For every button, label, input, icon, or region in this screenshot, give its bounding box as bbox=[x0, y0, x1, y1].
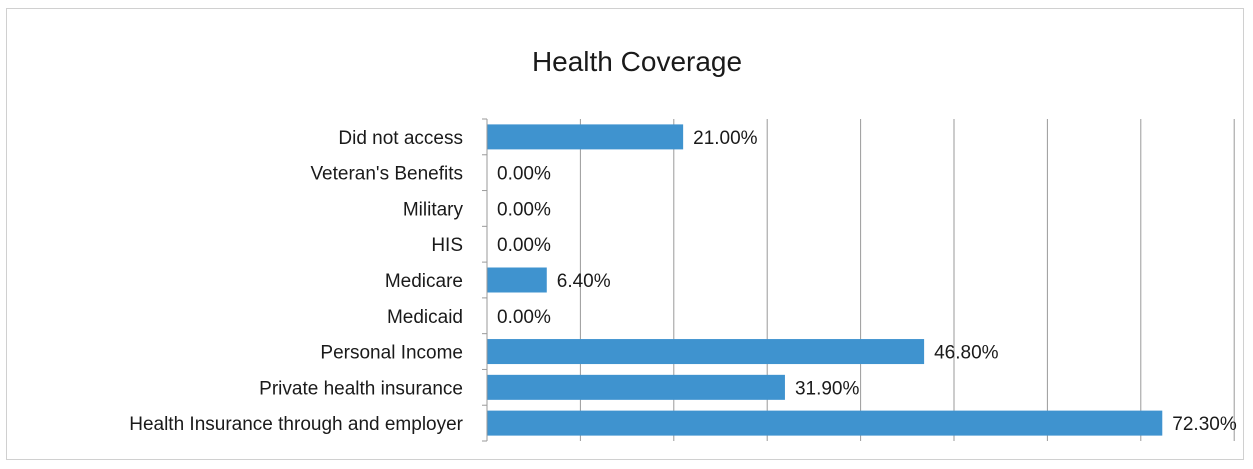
chart-frame: Health Coverage Did not access 21.00% Vete… bbox=[6, 8, 1244, 460]
category-label: Veteran's Benefits bbox=[310, 164, 463, 185]
data-label: 21.00% bbox=[693, 128, 758, 149]
bar-chart: Health Coverage Did not access 21.00% Vete… bbox=[129, 46, 1237, 442]
data-label: 0.00% bbox=[497, 235, 551, 256]
labels: Did not access 21.00% Veteran's Benefits 0.… bbox=[129, 128, 1237, 435]
data-label: 72.30% bbox=[1172, 414, 1237, 435]
bar bbox=[487, 267, 547, 293]
category-label: Medicare bbox=[385, 271, 463, 292]
data-label: 6.40% bbox=[557, 271, 611, 292]
category-label: Did not access bbox=[338, 128, 463, 149]
category-label: Private health insurance bbox=[259, 378, 463, 399]
category-label: Health Insurance through and employer bbox=[129, 414, 463, 435]
chart-title: Health Coverage bbox=[532, 46, 742, 77]
bars bbox=[487, 124, 1163, 436]
category-label: Military bbox=[403, 199, 464, 220]
gridlines bbox=[579, 119, 1235, 441]
bar bbox=[487, 410, 1163, 436]
category-label: Personal Income bbox=[320, 343, 463, 364]
data-label: 0.00% bbox=[497, 164, 551, 185]
category-label: HIS bbox=[431, 235, 463, 256]
data-label: 31.90% bbox=[795, 378, 860, 399]
data-label: 46.80% bbox=[934, 343, 999, 364]
data-label: 0.00% bbox=[497, 199, 551, 220]
bar bbox=[487, 374, 785, 400]
category-axis bbox=[482, 118, 488, 442]
data-label: 0.00% bbox=[497, 307, 551, 328]
bar bbox=[487, 124, 684, 150]
bar bbox=[487, 339, 925, 365]
category-label: Medicaid bbox=[387, 307, 463, 328]
